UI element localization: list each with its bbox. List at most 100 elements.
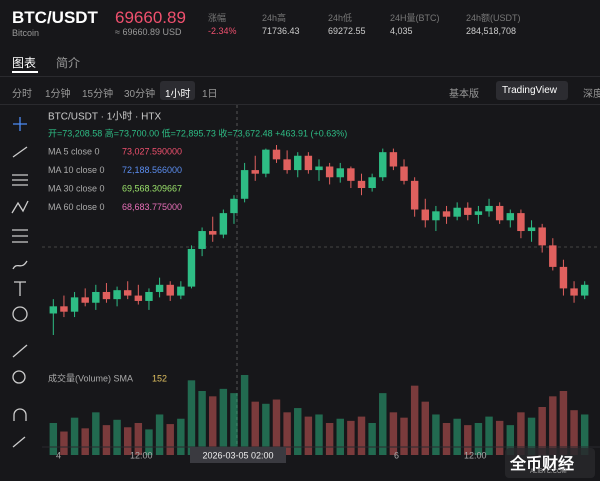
stat-value: 69272.55 — [328, 26, 366, 36]
volume-bar — [570, 410, 578, 455]
candle-body — [251, 170, 259, 174]
magnet-tool[interactable] — [13, 408, 27, 421]
channel-tool[interactable] — [12, 174, 28, 186]
indicator-value: 73,027.590000 — [122, 146, 182, 156]
candle-body — [464, 207, 472, 215]
volume-bar — [251, 401, 259, 455]
volume-bar — [70, 417, 79, 455]
candle-body — [294, 155, 302, 171]
ohlc-label: 开=73,208.58 高=73,700.00 低=72,895.73 收=73… — [48, 127, 347, 138]
price: 69660.89 — [115, 8, 186, 27]
candle-body — [198, 231, 206, 249]
volume-bar — [219, 388, 228, 455]
view-button[interactable]: 深度 — [583, 89, 600, 100]
indicator-value: 69,568.309667 — [122, 183, 182, 193]
interval-button[interactable]: 分时 — [12, 89, 32, 100]
candle-body — [145, 291, 153, 301]
candle-body — [283, 159, 291, 171]
tab-underline — [12, 71, 38, 73]
x-tick-label: 6 — [394, 450, 399, 460]
volume-bar — [304, 416, 313, 455]
ruler-tool[interactable] — [12, 344, 28, 358]
candle-body — [166, 284, 174, 296]
volume-bar — [517, 412, 525, 455]
stat-value: 284,518,708 — [466, 26, 517, 36]
candle-body — [410, 180, 419, 210]
candle-body — [400, 166, 408, 181]
approx-price: ≈ 69660.89 USD — [115, 27, 182, 37]
interval-button[interactable]: 15分钟 — [82, 89, 114, 100]
candle-body — [113, 290, 121, 300]
interval-button[interactable]: 1分钟 — [45, 89, 71, 100]
indicator-name: MA 10 close 0 — [48, 165, 105, 175]
candle-body — [453, 207, 461, 217]
watermark-title: 全币财经 — [510, 456, 575, 473]
view-button[interactable]: TradingView — [502, 85, 558, 96]
volume-bar — [49, 423, 58, 455]
stat-label: 24H量(BTC) — [390, 13, 440, 23]
symbol: BTC/USDT — [12, 8, 98, 27]
x-tick-label: 4 — [56, 450, 61, 460]
volume-bar — [187, 380, 196, 455]
candle-body — [336, 168, 344, 178]
volume-bar — [145, 429, 153, 455]
view-active-bg — [496, 81, 568, 100]
volume-bar — [134, 423, 143, 455]
crosshair-label-bg — [190, 447, 286, 463]
volume-bar — [102, 425, 111, 455]
volume-bar — [155, 414, 164, 455]
volume-bar — [410, 385, 419, 455]
volume-bar — [325, 423, 334, 455]
volume-bar — [453, 418, 461, 455]
emoji-tool[interactable] — [12, 306, 28, 322]
pattern-tool[interactable] — [11, 200, 29, 214]
tab[interactable]: 图表 — [12, 56, 37, 70]
indicator-name: MA 30 close 0 — [48, 183, 105, 193]
volume-bar — [442, 423, 451, 455]
volume-bar — [549, 396, 557, 455]
volume-bar — [113, 419, 121, 455]
candle-body — [442, 211, 451, 217]
volume-bar — [389, 412, 398, 455]
interval-button[interactable]: 30分钟 — [124, 89, 156, 100]
indicator-value: 68,683.775000 — [122, 202, 182, 212]
volume-bar — [177, 418, 185, 455]
watermark-url: ALIBTC.COM — [530, 469, 567, 475]
candle-body — [432, 211, 440, 221]
chart-title: BTC/USDT · 1小时 · HTX — [48, 111, 161, 123]
interval-button[interactable]: 1小时 — [165, 89, 191, 100]
volume-bar — [60, 431, 68, 455]
volume-bar — [294, 408, 302, 455]
volume-bar — [315, 414, 323, 455]
fib-tool[interactable] — [12, 229, 28, 243]
candle-body — [187, 248, 196, 287]
candle-body — [155, 284, 164, 292]
interval-button[interactable]: 1日 — [202, 89, 218, 100]
brush-tool[interactable] — [12, 260, 28, 270]
candle-body — [538, 227, 546, 246]
crosshair-tool[interactable] — [13, 117, 27, 131]
candle-body — [304, 155, 313, 171]
text-tool[interactable] — [14, 281, 26, 296]
volume-bar — [262, 403, 270, 455]
volume-bar — [580, 414, 589, 455]
candle-body — [70, 297, 79, 312]
candle-body — [315, 166, 323, 171]
volume-bar — [506, 425, 515, 455]
volume-bar — [272, 399, 281, 455]
tab[interactable]: 简介 — [56, 56, 81, 70]
zoom-tool[interactable] — [12, 370, 26, 384]
candle-body — [49, 306, 58, 314]
stat-label: 24h额(USDT) — [466, 13, 521, 23]
stat-value: 71736.43 — [262, 26, 300, 36]
candle-body — [209, 231, 217, 235]
view-button[interactable]: 基本版 — [449, 89, 479, 100]
volume-bar — [495, 420, 504, 455]
line-tool[interactable] — [12, 146, 28, 158]
volume-bar — [336, 418, 344, 455]
volume-bar — [240, 375, 249, 455]
pencil-tool[interactable] — [12, 436, 26, 448]
volume-label: 成交量(Volume) SMA — [48, 372, 133, 383]
candle-body — [134, 295, 143, 301]
candle-body — [272, 149, 281, 160]
